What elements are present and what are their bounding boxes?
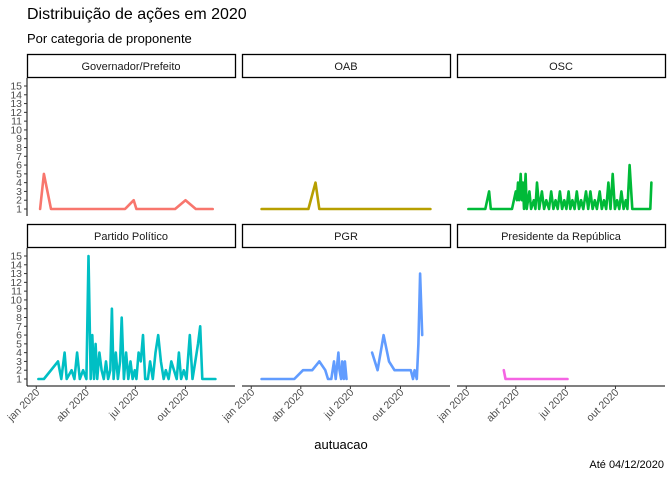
y-tick-label: 14 bbox=[10, 259, 22, 271]
x-tick-label: jul 2020 bbox=[321, 387, 356, 422]
y-tick-label: 4 bbox=[16, 347, 22, 359]
x-tick-label: out 2020 bbox=[154, 387, 191, 424]
x-tick-label: jan 2020 bbox=[220, 387, 258, 425]
series-line bbox=[260, 351, 348, 381]
y-tick-label: 15 bbox=[10, 81, 22, 93]
y-tick-label: 2 bbox=[16, 365, 22, 377]
x-tick-label: jan 2020 bbox=[435, 387, 473, 425]
series-line bbox=[370, 272, 424, 381]
facet-strip bbox=[26, 223, 237, 249]
y-tick-label: 2 bbox=[16, 195, 22, 207]
y-tick-label: 13 bbox=[10, 268, 22, 280]
series-line bbox=[260, 181, 432, 211]
y-tick-label: 6 bbox=[16, 330, 22, 342]
y-tick-label: 3 bbox=[16, 356, 22, 368]
y-tick-label: 5 bbox=[16, 338, 22, 350]
y-tick-label: 13 bbox=[10, 98, 22, 110]
y-tick-label: 9 bbox=[16, 133, 22, 145]
chart-caption: Até 04/12/2020 bbox=[589, 459, 664, 471]
y-tick-label: 12 bbox=[10, 107, 22, 119]
y-tick-label: 10 bbox=[10, 124, 22, 136]
x-tick-label: abr 2020 bbox=[54, 387, 92, 425]
y-tick-label: 4 bbox=[16, 177, 22, 189]
y-tick-label: 8 bbox=[16, 312, 22, 324]
facet-strip bbox=[456, 223, 667, 249]
x-tick-label: abr 2020 bbox=[484, 387, 522, 425]
y-tick-label: 9 bbox=[16, 303, 22, 315]
y-tick-label: 1 bbox=[16, 374, 22, 386]
x-axis-label: autuacao bbox=[314, 437, 368, 452]
y-tick-label: 7 bbox=[16, 151, 22, 163]
facet-strip-label: PGR bbox=[334, 231, 358, 243]
series-line bbox=[502, 368, 569, 381]
x-tick-label: jan 2020 bbox=[5, 387, 43, 425]
y-tick-label: 11 bbox=[11, 286, 22, 298]
y-tick-label: 8 bbox=[16, 142, 22, 154]
y-tick-label: 7 bbox=[16, 321, 22, 333]
y-tick-label: 6 bbox=[16, 160, 22, 172]
y-tick-label: 14 bbox=[10, 89, 22, 101]
y-tick-label: 10 bbox=[10, 294, 22, 306]
y-tick-label: 12 bbox=[10, 277, 22, 289]
series-line bbox=[38, 172, 214, 211]
x-tick-label: jul 2020 bbox=[536, 387, 571, 422]
chart-title: Distribuição de ações em 2020 bbox=[27, 6, 247, 23]
facet-strip-label: OAB bbox=[334, 61, 357, 73]
facet-strip bbox=[456, 53, 667, 79]
y-tick-label: 15 bbox=[10, 251, 22, 263]
x-tick-label: out 2020 bbox=[584, 387, 621, 424]
series-line bbox=[37, 254, 217, 381]
facet-strip-label: OSC bbox=[549, 61, 573, 73]
facet-strip-label: Partido Político bbox=[94, 231, 168, 243]
facet-strip bbox=[241, 53, 452, 79]
series-line bbox=[467, 163, 653, 211]
y-tick-label: 3 bbox=[16, 186, 22, 198]
facet-strip-label: Governador/Prefeito bbox=[81, 61, 180, 73]
facet-strip bbox=[26, 53, 237, 79]
chart-subtitle: Por categoria de proponente bbox=[27, 31, 192, 46]
y-tick-label: 11 bbox=[11, 116, 22, 128]
x-tick-label: abr 2020 bbox=[269, 387, 307, 425]
facet-strip bbox=[241, 223, 452, 249]
x-tick-label: out 2020 bbox=[369, 387, 406, 424]
facet-strip-label: Presidente da República bbox=[501, 231, 622, 243]
y-tick-label: 1 bbox=[16, 204, 22, 216]
x-tick-label: jul 2020 bbox=[106, 387, 141, 422]
y-tick-label: 5 bbox=[16, 168, 22, 180]
